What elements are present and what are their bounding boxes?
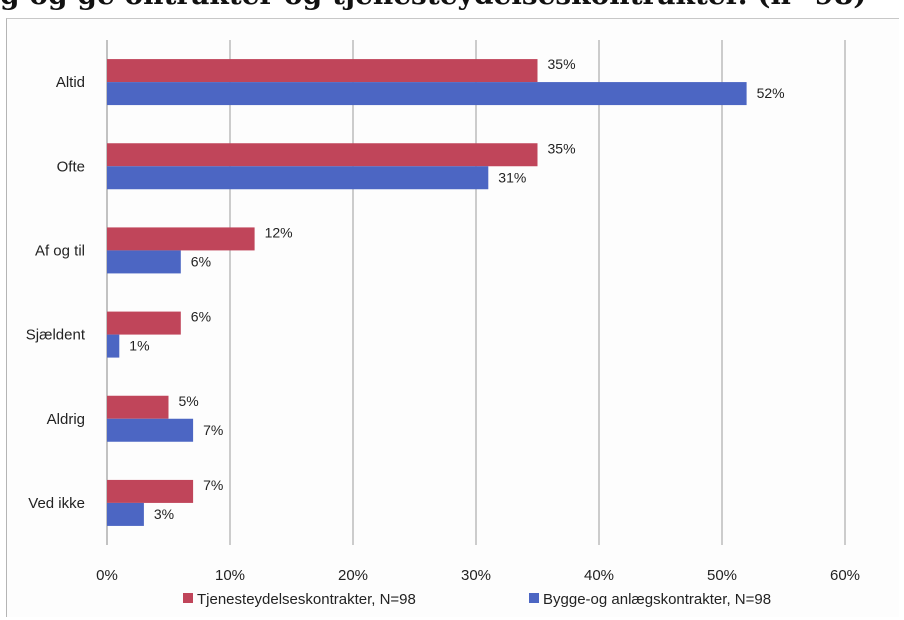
data-label: 3% [154,506,174,522]
legend-swatch [183,593,193,603]
bar-bygge-0 [107,82,747,106]
category-label: Ved ikke [28,495,85,512]
x-tick-label: 60% [830,567,860,584]
bar-tjenesteydelse-2 [107,227,255,251]
category-label: Altid [56,74,85,91]
bar-tjenesteydelse-5 [107,479,194,503]
x-tick-label: 10% [215,567,245,584]
legend-label: Tjenesteydelseskontrakter, N=98 [197,591,416,608]
data-label: 6% [191,309,211,325]
bar-bygge-1 [107,166,489,190]
bars [107,59,747,526]
x-tick-label: 30% [461,567,491,584]
category-label: Sjældent [26,327,86,344]
data-label: 35% [548,140,576,156]
category-label: Ofte [57,158,85,175]
bar-tjenesteydelse-0 [107,59,538,83]
legend-swatch [529,593,539,603]
data-label: 1% [129,338,149,354]
bar-tjenesteydelse-3 [107,311,181,335]
category-label: Aldrig [47,411,85,428]
data-label: 35% [548,56,576,72]
labels: 0% 10% 20% 30% 40% 50% 60% Altid 35% 52% Ofte 35% 31… [26,56,860,584]
x-tick-label: 20% [338,567,368,584]
category-label: Af og til [35,242,85,259]
legend: Tjenesteydelseskontrakter, N=98 Bygge-og … [183,591,771,608]
chart-title-fragment: g og ge ontrakter og tjenesteydelseskont… [0,0,904,10]
data-label: 7% [203,477,223,493]
data-label: 52% [757,85,785,101]
x-tick-label: 50% [707,567,737,584]
bar-bygge-5 [107,502,144,526]
bar-bygge-4 [107,418,194,442]
bar-bygge-3 [107,334,120,358]
bar-tjenesteydelse-4 [107,395,169,419]
data-label: 5% [179,393,199,409]
data-label: 31% [498,169,526,185]
bar-bygge-2 [107,250,181,274]
x-tick-label: 0% [96,567,118,584]
bar-tjenesteydelse-1 [107,143,538,167]
x-tick-label: 40% [584,567,614,584]
data-label: 7% [203,422,223,438]
legend-label: Bygge-og anlægskontrakter, N=98 [543,591,771,608]
data-label: 6% [191,253,211,269]
data-label: 12% [265,224,293,240]
gridlines [106,40,846,545]
